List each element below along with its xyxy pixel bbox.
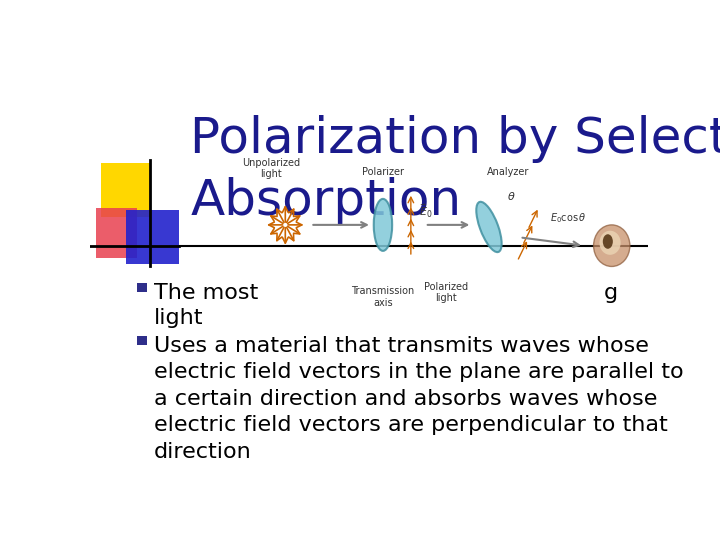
Text: $\vec{E}_0$: $\vec{E}_0$ (419, 203, 433, 220)
Text: Polarizer: Polarizer (362, 167, 404, 177)
Bar (138, 336, 148, 346)
Text: $E_0\cos\theta$: $E_0\cos\theta$ (550, 211, 587, 225)
Ellipse shape (593, 225, 630, 266)
Text: Absorption: Absorption (190, 177, 462, 225)
Text: light: light (154, 308, 204, 328)
Text: The most: The most (154, 283, 258, 303)
Text: Unpolarized
light: Unpolarized light (243, 158, 300, 179)
Text: Polarized
light: Polarized light (424, 282, 468, 303)
Text: Polarization by Selective: Polarization by Selective (190, 114, 720, 163)
Text: Transmission
axis: Transmission axis (351, 286, 415, 308)
Ellipse shape (600, 231, 621, 255)
Bar (126, 211, 179, 265)
Text: $\theta$: $\theta$ (508, 190, 516, 202)
Text: Uses a material that transmits waves whose
electric field vectors in the plane a: Uses a material that transmits waves who… (154, 336, 684, 462)
Bar (138, 282, 148, 292)
Bar (101, 163, 151, 217)
Ellipse shape (603, 234, 613, 249)
Ellipse shape (374, 199, 392, 251)
Text: g: g (603, 283, 618, 303)
Ellipse shape (477, 202, 502, 252)
Text: Analyzer: Analyzer (487, 167, 530, 177)
Bar (96, 208, 138, 258)
